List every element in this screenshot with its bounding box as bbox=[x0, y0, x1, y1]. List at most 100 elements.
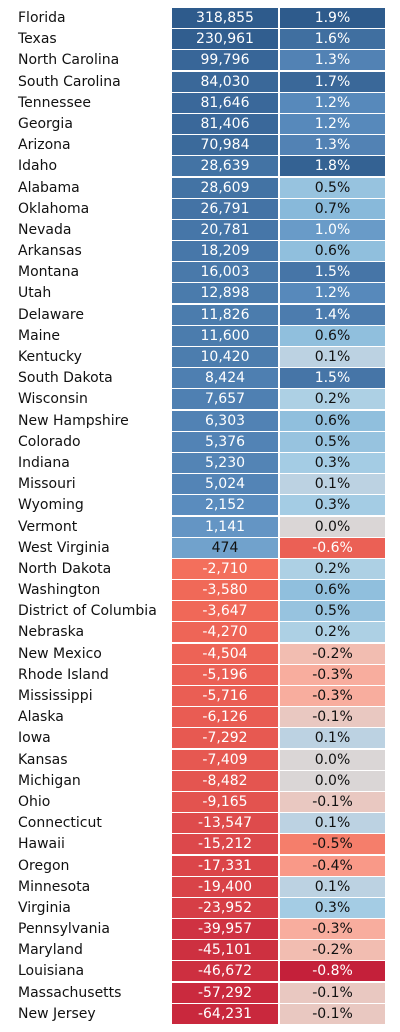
table-row: Kansas -7,409 0.0% bbox=[0, 749, 400, 770]
percent-change-cell: 0.5% bbox=[280, 601, 385, 622]
percent-change-cell: 1.3% bbox=[280, 135, 385, 156]
net-change-cell: 8,424 bbox=[172, 368, 278, 389]
percent-change-cell: -0.3% bbox=[280, 919, 385, 940]
state-name: Hawaii bbox=[18, 836, 65, 853]
state-name: Kansas bbox=[18, 751, 68, 768]
net-change-cell: -64,231 bbox=[172, 1003, 278, 1024]
percent-change-cell: 0.5% bbox=[280, 431, 385, 452]
table-row: Hawaii -15,212 -0.5% bbox=[0, 834, 400, 855]
state-name: New Jersey bbox=[18, 1005, 96, 1022]
state-name: Georgia bbox=[18, 115, 73, 132]
table-row: Texas 230,961 1.6% bbox=[0, 29, 400, 50]
net-change-cell: 11,600 bbox=[172, 325, 278, 346]
state-name: Rhode Island bbox=[18, 666, 109, 683]
state-name: Delaware bbox=[18, 306, 84, 323]
percent-change-cell: 0.3% bbox=[280, 452, 385, 473]
percent-change-cell: 0.1% bbox=[280, 474, 385, 495]
state-name: Oregon bbox=[18, 857, 70, 874]
table-row: Mississippi -5,716 -0.3% bbox=[0, 686, 400, 706]
percent-change-cell: 0.2% bbox=[280, 558, 385, 579]
table-row: Massachusetts -57,292 -0.1% bbox=[0, 982, 400, 1003]
state-name: Nevada bbox=[18, 221, 72, 238]
net-change-cell: 2,152 bbox=[172, 495, 278, 516]
net-change-cell: -15,212 bbox=[172, 834, 278, 855]
percent-change-cell: -0.1% bbox=[280, 982, 385, 1003]
net-change-cell: -3,647 bbox=[172, 601, 278, 622]
net-change-cell: -9,165 bbox=[172, 791, 278, 812]
net-change-cell: 230,961 bbox=[172, 29, 278, 50]
net-change-cell: 84,030 bbox=[172, 71, 278, 92]
table-row: North Dakota -2,710 0.2% bbox=[0, 558, 400, 579]
net-change-cell: 81,646 bbox=[172, 92, 278, 113]
table-row: North Carolina 99,796 1.3% bbox=[0, 50, 400, 71]
state-name: Kentucky bbox=[18, 349, 82, 365]
net-change-cell: 474 bbox=[172, 537, 278, 558]
state-name: Washington bbox=[18, 582, 101, 599]
percent-change-cell: -0.2% bbox=[280, 643, 385, 664]
percent-change-cell: 1.2% bbox=[280, 92, 385, 113]
table-row: Florida 318,855 1.9% bbox=[0, 8, 400, 28]
net-change-cell: -3,580 bbox=[172, 580, 278, 601]
state-name: Arkansas bbox=[18, 243, 82, 260]
percent-change-cell: 0.6% bbox=[280, 580, 385, 601]
state-name: Idaho bbox=[18, 158, 58, 175]
percent-change-cell: 0.0% bbox=[280, 770, 385, 791]
table-row: South Carolina 84,030 1.7% bbox=[0, 71, 400, 92]
percent-change-cell: 1.6% bbox=[280, 29, 385, 50]
table-row: Oregon -17,331 -0.4% bbox=[0, 855, 400, 876]
percent-change-cell: -0.4% bbox=[280, 855, 385, 876]
state-name: West Virginia bbox=[18, 539, 110, 556]
state-name: North Carolina bbox=[18, 52, 120, 69]
state-name: Iowa bbox=[18, 730, 51, 747]
table-row: Georgia 81,406 1.2% bbox=[0, 113, 400, 134]
table-row: Delaware 11,826 1.4% bbox=[0, 304, 400, 325]
net-change-cell: 26,791 bbox=[172, 198, 278, 219]
state-name: Louisiana bbox=[18, 963, 85, 980]
table-row: Wyoming 2,152 0.3% bbox=[0, 495, 400, 516]
percent-change-cell: -0.3% bbox=[280, 664, 385, 685]
state-name: Michigan bbox=[18, 772, 81, 789]
table-row: Nebraska -4,270 0.2% bbox=[0, 622, 400, 643]
table-row: Maine 11,600 0.6% bbox=[0, 325, 400, 346]
table-row: Tennessee 81,646 1.2% bbox=[0, 92, 400, 113]
table-row: Alaska -6,126 -0.1% bbox=[0, 707, 400, 728]
net-change-cell: -13,547 bbox=[172, 813, 278, 834]
percent-change-cell: 0.0% bbox=[280, 516, 385, 537]
percent-change-cell: 1.7% bbox=[280, 71, 385, 92]
percent-change-cell: 0.1% bbox=[280, 728, 385, 749]
table-row: Colorado 5,376 0.5% bbox=[0, 431, 400, 452]
table-row: Idaho 28,639 1.8% bbox=[0, 156, 400, 177]
percent-change-cell: 0.7% bbox=[280, 198, 385, 219]
percent-change-cell: -0.3% bbox=[280, 686, 385, 706]
percent-change-cell: 0.6% bbox=[280, 241, 385, 262]
table-row: Arkansas 18,209 0.6% bbox=[0, 241, 400, 262]
state-name: South Carolina bbox=[18, 73, 121, 90]
percent-change-cell: 0.2% bbox=[280, 389, 385, 410]
percent-change-cell: 0.2% bbox=[280, 622, 385, 643]
net-change-cell: -4,270 bbox=[172, 622, 278, 643]
net-change-cell: 11,826 bbox=[172, 304, 278, 325]
percent-change-cell: 1.5% bbox=[280, 368, 385, 389]
table-row: Nevada 20,781 1.0% bbox=[0, 219, 400, 240]
net-change-cell: 20,781 bbox=[172, 219, 278, 240]
net-change-cell: -7,292 bbox=[172, 728, 278, 749]
state-name: North Dakota bbox=[18, 560, 112, 577]
table-row: New Mexico -4,504 -0.2% bbox=[0, 643, 400, 664]
state-name: Texas bbox=[18, 31, 57, 48]
state-name: Alaska bbox=[18, 709, 64, 726]
table-row: Missouri 5,024 0.1% bbox=[0, 474, 400, 495]
state-name: Minnesota bbox=[18, 878, 91, 895]
net-change-cell: 6,303 bbox=[172, 410, 278, 431]
net-change-cell: 7,657 bbox=[172, 389, 278, 410]
table-row: Oklahoma 26,791 0.7% bbox=[0, 198, 400, 219]
percent-change-cell: 1.4% bbox=[280, 304, 385, 325]
table-row: Indiana 5,230 0.3% bbox=[0, 452, 400, 473]
state-name: Pennsylvania bbox=[18, 921, 110, 938]
state-name: Indiana bbox=[18, 454, 70, 471]
net-change-cell: 28,639 bbox=[172, 156, 278, 177]
net-change-cell: -6,126 bbox=[172, 707, 278, 728]
net-change-cell: -45,101 bbox=[172, 940, 278, 961]
net-change-cell: -4,504 bbox=[172, 643, 278, 664]
percent-change-cell: -0.1% bbox=[280, 1003, 385, 1024]
table-row: Minnesota -19,400 0.1% bbox=[0, 876, 400, 897]
